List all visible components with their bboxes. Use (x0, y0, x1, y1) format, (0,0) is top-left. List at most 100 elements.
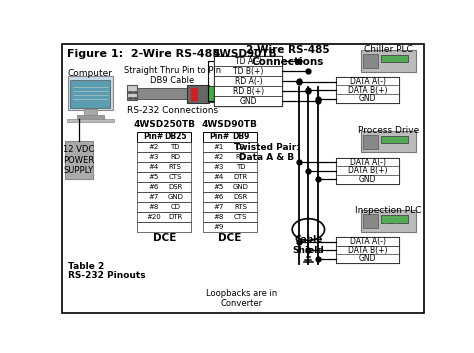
Bar (336, 237, 399, 246)
Text: Pin#: Pin# (144, 132, 164, 141)
Bar (137, 132, 191, 142)
Bar (203, 192, 257, 202)
Bar (137, 202, 191, 212)
Text: #6: #6 (148, 184, 159, 190)
Text: #7: #7 (214, 204, 224, 210)
Text: TD: TD (236, 164, 246, 170)
Bar (363, 214, 378, 228)
Text: Figure 1:  2-Wire RS-485: Figure 1: 2-Wire RS-485 (66, 49, 219, 59)
Text: #8: #8 (214, 214, 224, 220)
Text: 4WSD90TB: 4WSD90TB (202, 120, 258, 129)
Text: CD: CD (170, 204, 180, 210)
Text: #2: #2 (148, 144, 159, 150)
Bar (336, 77, 399, 103)
Text: Pin#: Pin# (209, 132, 229, 141)
Bar (137, 192, 191, 202)
Bar (336, 254, 399, 263)
Bar (137, 152, 191, 162)
Text: RS-232 Connections: RS-232 Connections (127, 106, 218, 115)
Text: DSR: DSR (168, 184, 182, 190)
Bar (137, 182, 191, 192)
Bar (203, 212, 257, 222)
Bar (214, 96, 282, 106)
Text: GND: GND (167, 194, 183, 200)
Bar (361, 131, 416, 152)
Text: TD A(-): TD A(-) (235, 57, 262, 66)
Text: RTS: RTS (169, 164, 182, 170)
Bar (336, 175, 399, 184)
Text: RD A(-): RD A(-) (235, 77, 262, 86)
Text: DTR: DTR (168, 214, 182, 220)
Text: #3: #3 (148, 154, 159, 160)
Text: DATA B(+): DATA B(+) (348, 167, 387, 175)
Bar (71, 80, 110, 108)
Text: TD B(+): TD B(+) (233, 67, 264, 76)
Text: TD: TD (171, 144, 180, 150)
Text: Inspection PLC: Inspection PLC (356, 206, 422, 215)
Bar (381, 136, 409, 143)
Text: DB25: DB25 (164, 132, 186, 141)
Text: 12 VDC
POWER
SUPPLY: 12 VDC POWER SUPPLY (64, 145, 94, 175)
Bar (361, 210, 416, 232)
Bar (336, 158, 399, 184)
Bar (381, 55, 409, 62)
Text: GND: GND (359, 94, 376, 103)
Bar (214, 86, 282, 96)
Bar (77, 115, 103, 119)
Bar (203, 222, 257, 232)
Text: #20: #20 (146, 214, 161, 220)
Bar (214, 56, 282, 66)
Text: CD: CD (236, 144, 246, 150)
Bar (137, 222, 191, 232)
Bar (203, 202, 257, 212)
Text: GND: GND (233, 184, 248, 190)
Text: Table 2: Table 2 (68, 262, 104, 271)
Bar (336, 94, 399, 103)
Bar (203, 162, 257, 172)
Bar (208, 86, 215, 102)
Text: #9: #9 (214, 224, 224, 230)
Bar (137, 212, 191, 222)
Text: DATA A(-): DATA A(-) (350, 237, 386, 246)
Text: #8: #8 (148, 204, 159, 210)
Text: #3: #3 (214, 164, 224, 170)
Text: Twisted Pair:
Data A & B: Twisted Pair: Data A & B (234, 143, 300, 162)
Bar (214, 56, 282, 106)
Bar (137, 162, 191, 172)
Bar (66, 119, 114, 122)
Text: CTS: CTS (234, 214, 247, 220)
Text: DATA B(+): DATA B(+) (348, 246, 387, 255)
Bar (363, 54, 378, 68)
Text: GND: GND (359, 175, 376, 184)
Text: 4WSD250TB: 4WSD250TB (133, 120, 195, 129)
Text: #4: #4 (214, 174, 224, 180)
Text: DCE: DCE (153, 233, 176, 243)
Text: Loopbacks are in
Converter: Loopbacks are in Converter (206, 289, 277, 309)
Text: RS-232 Pinouts: RS-232 Pinouts (68, 271, 146, 280)
Text: DATA A(-): DATA A(-) (350, 77, 386, 86)
Bar (203, 172, 257, 182)
Text: GND: GND (239, 97, 257, 106)
Bar (203, 152, 257, 162)
Text: Computer: Computer (68, 69, 113, 78)
Text: DSR: DSR (233, 194, 248, 200)
Bar (203, 142, 257, 152)
Bar (361, 50, 416, 72)
Text: #5: #5 (148, 174, 159, 180)
Bar (137, 142, 191, 152)
Text: 2-Wire RS-485
Connections: 2-Wire RS-485 Connections (246, 46, 329, 67)
Text: #5: #5 (214, 184, 224, 190)
Bar (336, 246, 399, 255)
Text: Cable
Shield: Cable Shield (292, 235, 324, 255)
Text: GND: GND (359, 254, 376, 263)
Text: DTR: DTR (234, 174, 248, 180)
Text: RD B(+): RD B(+) (233, 87, 264, 96)
Bar (137, 172, 191, 182)
Text: Straight Thru Pin to Pin
DB9 Cable: Straight Thru Pin to Pin DB9 Cable (124, 66, 221, 85)
Bar (68, 76, 113, 110)
Text: RTS: RTS (234, 204, 247, 210)
Text: RD: RD (170, 154, 180, 160)
Text: DATA A(-): DATA A(-) (350, 158, 386, 167)
Text: #7: #7 (148, 194, 159, 200)
Text: CTS: CTS (168, 174, 182, 180)
